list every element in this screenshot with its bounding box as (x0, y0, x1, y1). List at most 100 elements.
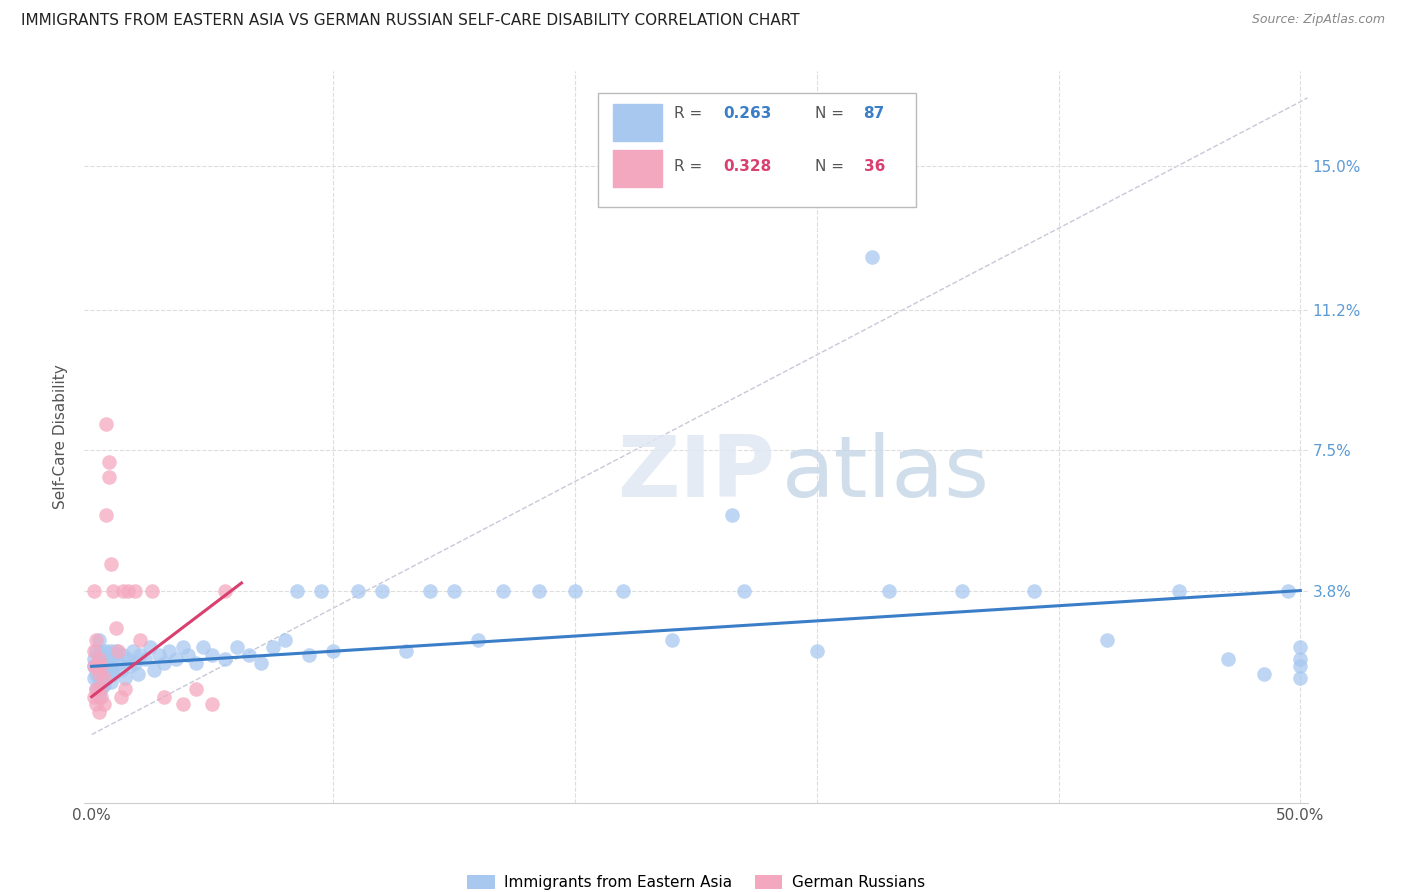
Point (721, 508, 744, 522)
Point (104, 644, 127, 658)
Point (83, 671, 105, 685)
Point (117, 652, 139, 666)
Point (87, 674, 110, 689)
Text: R =: R = (673, 159, 707, 174)
Point (322, 644, 344, 658)
Point (395, 644, 418, 658)
FancyBboxPatch shape (613, 151, 662, 187)
Point (83, 659, 105, 673)
Point (87, 632, 110, 647)
Point (370, 583, 392, 598)
Text: N =: N = (814, 106, 848, 121)
Point (1277, 583, 1299, 598)
Point (90, 659, 112, 673)
Point (94, 659, 117, 673)
Point (214, 652, 236, 666)
Point (117, 583, 139, 598)
Point (112, 648, 135, 662)
Point (93, 652, 115, 666)
Point (157, 644, 180, 658)
Point (107, 644, 129, 658)
FancyBboxPatch shape (598, 94, 917, 207)
Point (100, 644, 122, 658)
Point (124, 583, 146, 598)
Point (661, 632, 683, 647)
Point (1253, 667, 1275, 681)
Point (93, 678, 115, 692)
Point (90, 671, 112, 685)
Point (86, 667, 108, 681)
Point (110, 663, 132, 677)
Point (87, 652, 110, 666)
Point (103, 583, 125, 598)
Point (527, 583, 550, 598)
Point (129, 632, 152, 647)
Point (309, 583, 332, 598)
Point (950, 583, 973, 598)
Point (141, 583, 163, 598)
Point (86, 682, 108, 697)
Text: 36: 36 (863, 159, 884, 174)
Point (90, 690, 112, 704)
Point (86, 659, 108, 673)
Point (143, 663, 166, 677)
Point (87, 705, 110, 719)
Point (201, 698, 224, 712)
Point (134, 652, 156, 666)
Point (124, 656, 146, 670)
Point (467, 632, 489, 647)
Point (225, 640, 247, 655)
Point (94, 508, 117, 522)
Point (419, 583, 441, 598)
Point (238, 648, 260, 662)
Point (114, 682, 136, 697)
Point (104, 622, 127, 636)
FancyBboxPatch shape (613, 104, 662, 141)
Point (86, 682, 108, 697)
Point (148, 648, 170, 662)
Point (806, 644, 828, 658)
Point (250, 656, 273, 670)
Point (1289, 640, 1312, 655)
Point (86, 698, 108, 712)
Point (90, 659, 112, 673)
Point (87, 667, 110, 681)
Point (1289, 652, 1312, 666)
Point (112, 583, 135, 598)
Text: atlas: atlas (782, 432, 990, 516)
Point (127, 667, 149, 681)
Point (733, 583, 755, 598)
Text: 0.263: 0.263 (723, 106, 772, 121)
Point (93, 671, 115, 685)
Point (90, 682, 112, 697)
Point (87, 652, 110, 666)
Point (274, 632, 297, 647)
Point (83, 690, 105, 704)
Point (214, 583, 236, 598)
Point (201, 648, 224, 662)
Point (153, 656, 176, 670)
Point (184, 656, 207, 670)
Point (129, 648, 152, 662)
Point (93, 698, 115, 712)
Text: N =: N = (814, 159, 848, 174)
Point (110, 690, 132, 704)
Point (87, 690, 110, 704)
Point (1216, 652, 1239, 666)
Point (103, 652, 125, 666)
Point (87, 659, 110, 673)
Point (1168, 583, 1191, 598)
Point (191, 640, 214, 655)
Point (86, 632, 108, 647)
Point (443, 583, 465, 598)
Point (1095, 632, 1118, 647)
Point (612, 583, 634, 598)
Point (83, 583, 105, 598)
Point (100, 674, 122, 689)
Point (172, 698, 194, 712)
Point (90, 644, 112, 658)
Point (87, 682, 110, 697)
Point (298, 648, 321, 662)
Point (97, 667, 120, 681)
Point (879, 583, 901, 598)
